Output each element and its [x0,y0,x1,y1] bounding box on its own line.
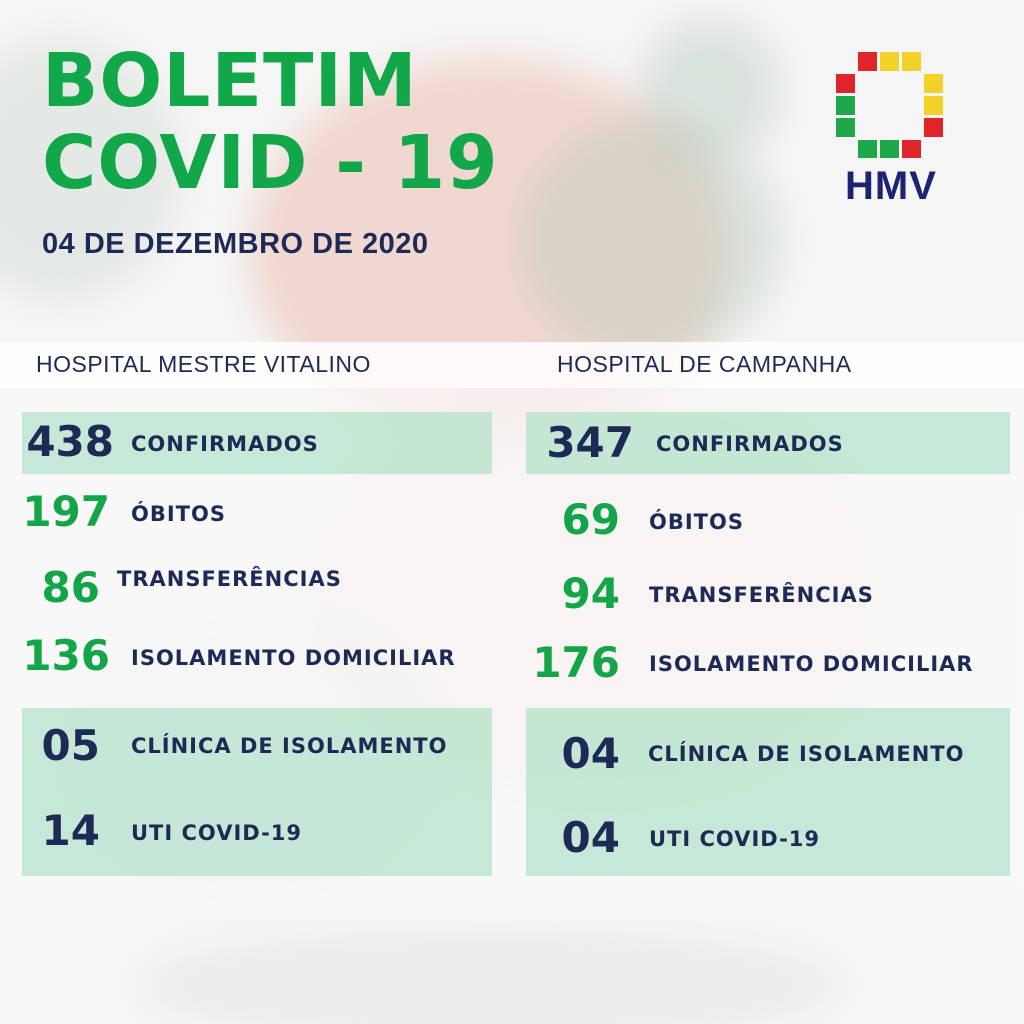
hospital-panel-left: 438 CONFIRMADOS 197 ÓBITOS 86 TRANSFERÊN… [0,388,510,920]
hospital-panel-right: 347 CONFIRMADOS 69 ÓBITOS 94 TRANSFERÊNC… [510,388,1024,920]
bulletin-date: 04 DE DEZEMBRO DE 2020 [42,228,429,260]
logo-square-5 [836,96,855,115]
logo-square-10 [880,140,899,158]
stat-value-transfers: 86 [41,563,100,612]
stat-label-icu: UTI COVID-19 [649,827,821,851]
logo-text: HMV [845,164,937,208]
stat-value-icu: 04 [561,813,620,862]
hospital-header-band: HOSPITAL MESTRE VITALINO HOSPITAL DE CAM… [0,342,1024,388]
logo-square-1 [880,52,899,71]
stat-value-transfers: 94 [561,569,620,618]
stat-value-deaths: 69 [561,495,620,544]
confirmed-highlight [22,412,492,474]
hospital-name-right: HOSPITAL DE CAMPANHA [557,351,852,377]
stat-value-confirmed: 347 [546,418,634,467]
bulletin-title: BOLETIM COVID - 19 [42,40,499,204]
stat-value-isolation-clinic: 04 [561,729,620,778]
hmv-logo: HMV [836,52,946,208]
stat-label-transfers: TRANSFERÊNCIAS [117,567,342,591]
logo-square-6 [924,96,943,115]
logo-square-7 [836,118,855,137]
stat-value-home-isolation: 176 [532,638,620,687]
logo-square-4 [924,74,943,93]
logo-square-11 [902,140,921,158]
stat-label-isolation-clinic: CLÍNICA DE ISOLAMENTO [648,742,965,766]
stat-label-icu: UTI COVID-19 [131,821,303,845]
stat-value-home-isolation: 136 [22,631,110,680]
title-line-1: BOLETIM [42,38,418,124]
hospital-name-left: HOSPITAL MESTRE VITALINO [36,351,371,377]
stat-value-deaths: 197 [22,487,110,536]
logo-square-2 [902,52,921,71]
isolation-highlight [22,708,492,876]
logo-square-3 [836,74,855,93]
stat-value-confirmed: 438 [26,417,114,466]
logo-square-8 [924,118,943,137]
stat-label-isolation-clinic: CLÍNICA DE ISOLAMENTO [131,734,448,758]
stat-value-isolation-clinic: 05 [41,721,100,770]
logo-square-9 [858,140,877,158]
stat-label-deaths: ÓBITOS [649,510,744,534]
stat-label-confirmed: CONFIRMADOS [131,432,319,456]
stat-label-transfers: TRANSFERÊNCIAS [649,583,874,607]
stat-label-home-isolation: ISOLAMENTO DOMICILIAR [131,646,456,670]
title-line-2: COVID - 19 [42,120,499,206]
hmv-cross-icon [836,52,943,158]
isolation-highlight [526,708,1010,876]
stat-label-deaths: ÓBITOS [131,502,226,526]
stat-value-icu: 14 [41,806,100,855]
confirmed-highlight [526,412,1010,474]
stat-label-confirmed: CONFIRMADOS [656,432,844,456]
logo-square-0 [858,52,877,71]
stat-label-home-isolation: ISOLAMENTO DOMICILIAR [649,652,974,676]
